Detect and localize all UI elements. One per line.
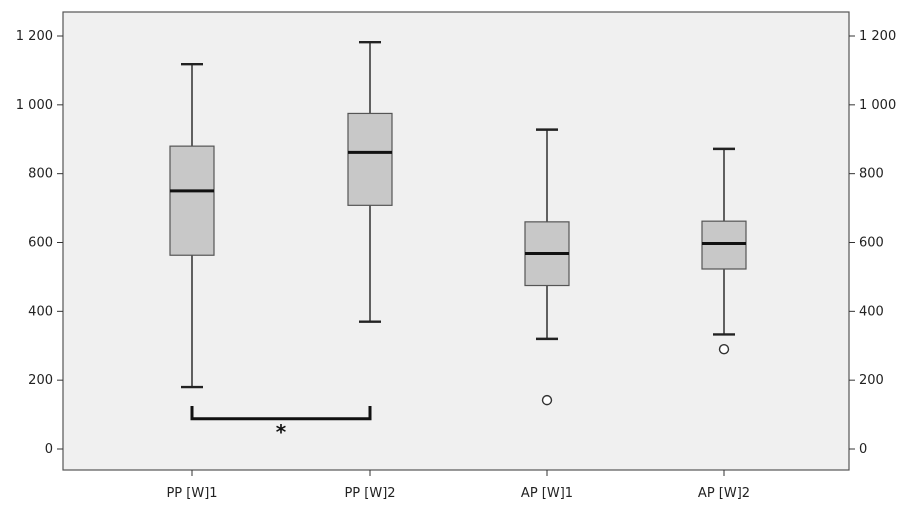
- right-y-tick-label: 200: [859, 373, 884, 388]
- x-tick-label: AP [W]2: [698, 486, 750, 501]
- x-axis: PP [W]1 PP [W]2 AP [W]1 AP [W]2: [166, 470, 750, 501]
- left-y-axis: 0 200 400 600 800 1 000 1 200: [16, 29, 63, 457]
- box-1: [169, 63, 215, 389]
- iqr-box: [347, 112, 393, 206]
- iqr-box: [169, 145, 215, 256]
- box-2: [347, 40, 393, 323]
- right-y-tick-label: 400: [859, 304, 884, 319]
- significance-bracket: [190, 405, 372, 421]
- left-y-tick-label: 1 200: [16, 29, 53, 44]
- right-y-tick-label: 600: [859, 236, 884, 251]
- boxes-group: [169, 40, 747, 406]
- right-y-tick-label: 1 200: [859, 29, 896, 44]
- annotations-group: *: [190, 405, 372, 444]
- right-y-tick-label: 1 000: [859, 98, 896, 113]
- outlier-point: [718, 343, 730, 355]
- box-3: [524, 128, 570, 406]
- left-y-tick-label: 0: [45, 442, 53, 457]
- iqr-box: [701, 220, 747, 270]
- box-4: [701, 147, 747, 355]
- left-y-tick-label: 400: [28, 304, 53, 319]
- right-y-axis: 0 200 400 600 800 1 000 1 200: [849, 29, 896, 457]
- left-y-tick-label: 1 000: [16, 98, 53, 113]
- left-y-tick-label: 800: [28, 167, 53, 182]
- x-tick-label: PP [W]1: [166, 486, 217, 501]
- left-y-tick-label: 600: [28, 236, 53, 251]
- x-tick-label: AP [W]1: [521, 486, 573, 501]
- right-y-tick-label: 0: [859, 442, 867, 457]
- significance-marker: *: [276, 420, 287, 444]
- x-tick-label: PP [W]2: [344, 486, 395, 501]
- right-y-tick-label: 800: [859, 167, 884, 182]
- left-y-tick-label: 200: [28, 373, 53, 388]
- outlier-point: [541, 394, 553, 406]
